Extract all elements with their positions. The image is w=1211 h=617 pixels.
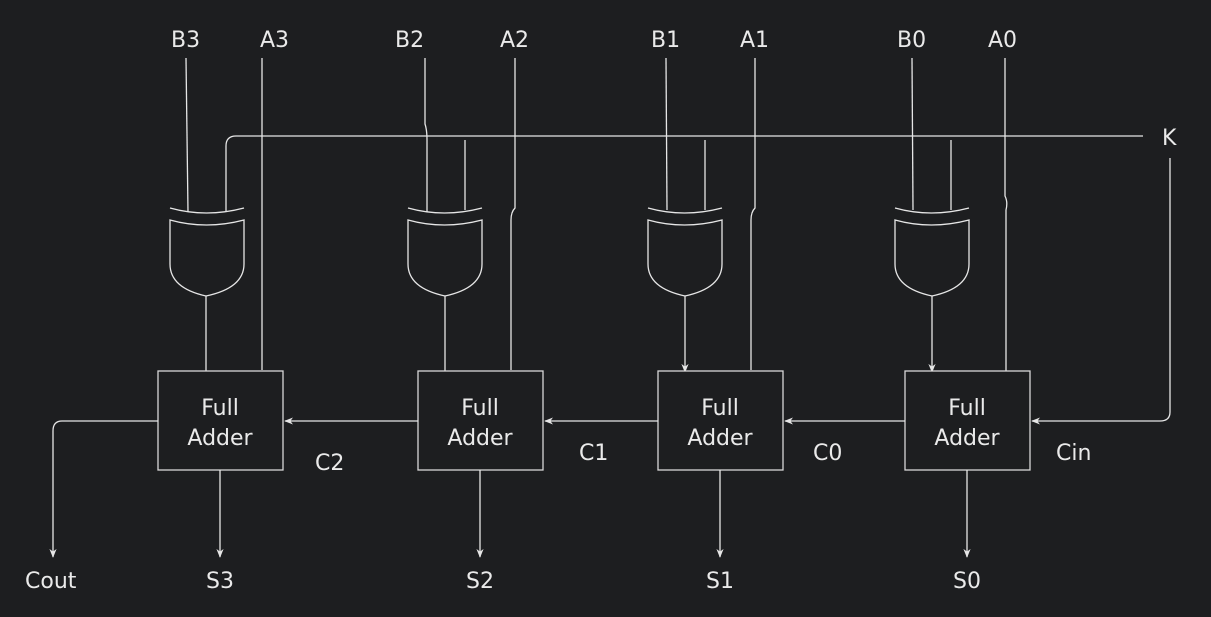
label-b2: B2 bbox=[395, 28, 424, 53]
xor-gate-0 bbox=[894, 207, 970, 297]
label-a2: A2 bbox=[500, 28, 529, 53]
b2-wire bbox=[424, 58, 428, 212]
label-a0: A0 bbox=[988, 28, 1017, 53]
full-adder-2: Full Adder bbox=[417, 370, 544, 471]
label-b3: B3 bbox=[171, 28, 200, 53]
a1-wire bbox=[750, 58, 756, 370]
full-adder-0: Full Adder bbox=[904, 370, 1031, 471]
label-a1: A1 bbox=[740, 28, 769, 53]
full-adder-2-label-top: Full bbox=[461, 396, 499, 421]
label-c1: C1 bbox=[579, 441, 608, 466]
label-k: K bbox=[1162, 126, 1177, 151]
label-s0: S0 bbox=[953, 569, 981, 594]
k-to-cin-wire bbox=[1031, 158, 1171, 425]
label-cout: Cout bbox=[25, 569, 77, 594]
full-adder-0-label-top: Full bbox=[948, 396, 986, 421]
full-adder-3-label-bottom: Adder bbox=[187, 426, 253, 451]
xor-gate-3 bbox=[169, 207, 245, 297]
label-b1: B1 bbox=[651, 28, 680, 53]
a0-wire bbox=[1004, 58, 1008, 374]
label-c0: C0 bbox=[813, 441, 842, 466]
full-adder-0-label-bottom: Adder bbox=[934, 426, 1000, 451]
k-control-wire bbox=[225, 135, 1143, 212]
b0-wire bbox=[911, 57, 914, 211]
label-cin: Cin bbox=[1056, 441, 1091, 466]
full-adder-3-label-top: Full bbox=[201, 396, 239, 421]
xor-gate-2 bbox=[407, 207, 483, 297]
label-a3: A3 bbox=[260, 28, 289, 53]
label-s3: S3 bbox=[206, 569, 234, 594]
b1-wire bbox=[665, 57, 668, 211]
label-b0: B0 bbox=[897, 28, 926, 53]
full-adder-1-label-bottom: Adder bbox=[687, 426, 753, 451]
label-c2: C2 bbox=[315, 451, 344, 476]
full-adder-3: Full Adder bbox=[157, 370, 284, 471]
b3-wire bbox=[185, 57, 189, 213]
carry-out-wire bbox=[49, 420, 158, 558]
full-adder-1-label-top: Full bbox=[701, 396, 739, 421]
label-s1: S1 bbox=[706, 569, 734, 594]
label-s2: S2 bbox=[466, 569, 494, 594]
a2-wire bbox=[510, 58, 516, 370]
xor-gate-1 bbox=[647, 207, 723, 297]
full-adder-1: Full Adder bbox=[657, 370, 784, 471]
full-adder-2-label-bottom: Adder bbox=[447, 426, 513, 451]
